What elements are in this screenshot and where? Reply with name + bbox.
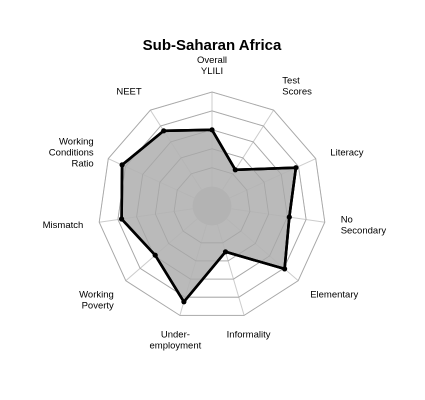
data-point <box>209 127 215 133</box>
axis-label-line: Scores <box>282 86 312 97</box>
data-point <box>282 266 288 272</box>
grid-ring-overlay <box>98 91 326 316</box>
axis-label: Under-employment <box>150 329 202 351</box>
axis-label-line: Elementary <box>310 290 358 301</box>
axis-label: Mismatch <box>43 220 84 231</box>
grid-ring-overlay <box>173 167 251 244</box>
data-point <box>161 128 167 134</box>
axis-label-line: Informality <box>227 329 271 340</box>
axis-label-line: Working <box>59 136 94 147</box>
chart-title: Sub-Saharan Africa <box>143 37 282 54</box>
axis-label-line: Test <box>282 75 300 86</box>
axis-label-line: Poverty <box>82 301 114 312</box>
axis-label-line: Mismatch <box>43 220 84 231</box>
axis-label: No Secondary <box>341 214 387 236</box>
axis-label-line: employment <box>150 340 202 351</box>
axis-label: Informality <box>227 329 271 340</box>
axis-label-line: Secondary <box>341 225 387 236</box>
data-point <box>293 165 299 171</box>
axis-label: Working Poverty <box>79 290 114 312</box>
axis-label-line: No <box>341 214 353 225</box>
data-point <box>152 252 158 258</box>
axis-label-line: Working <box>79 290 114 301</box>
axis-label: NEET <box>116 86 142 97</box>
axis-label: Literacy <box>330 147 364 158</box>
radar-center <box>192 186 232 226</box>
axis-label-line: Ratio <box>72 158 94 169</box>
axis-label-line: Literacy <box>330 147 364 158</box>
series-line <box>120 128 298 304</box>
axis-label: Overall YLILI <box>197 55 227 77</box>
grid-ring-overlay <box>117 110 307 298</box>
axis-labels: Overall YLILI Test Scores Literacy No Secondar… <box>43 55 387 351</box>
data-point <box>232 167 238 173</box>
axis-label-line: YLILI <box>201 66 223 77</box>
data-point <box>286 214 292 220</box>
radar-series <box>98 91 326 316</box>
axis-label: Test Scores <box>282 75 312 97</box>
axis-label-line: Conditions <box>49 147 94 158</box>
grid-ring-overlay <box>154 148 270 262</box>
axis-label-line: Overall <box>197 55 227 66</box>
axis-label-line: Under- <box>161 329 190 340</box>
data-point <box>222 249 229 255</box>
data-point <box>119 162 125 168</box>
data-point <box>181 299 187 305</box>
axis-label: Elementary <box>310 290 358 301</box>
axis-label: Working Conditions Ratio <box>49 136 94 169</box>
data-point <box>119 216 125 222</box>
axis-label-line: NEET <box>116 86 142 97</box>
